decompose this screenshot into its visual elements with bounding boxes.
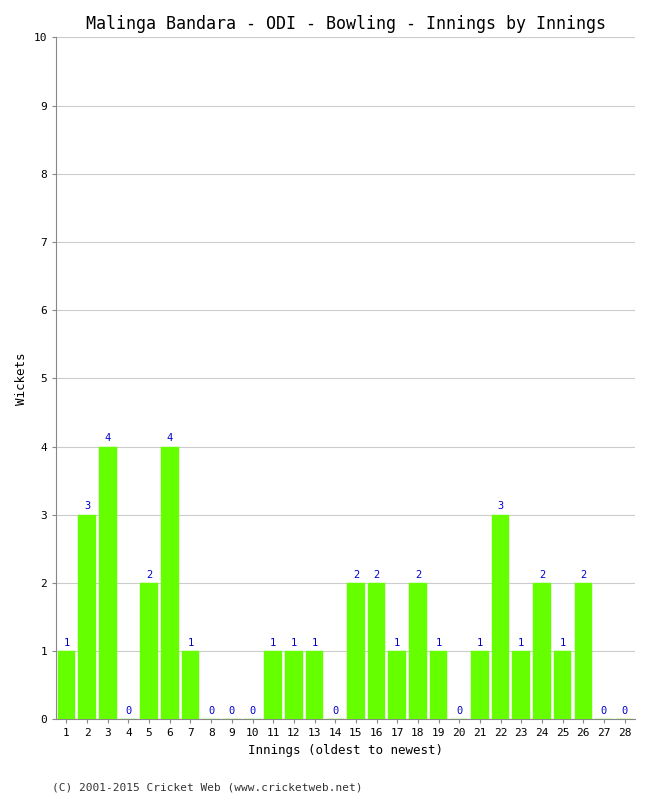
Bar [471,651,489,719]
Bar [285,651,303,719]
Text: 4: 4 [166,433,173,443]
Text: 3: 3 [497,502,504,511]
Text: (C) 2001-2015 Cricket Web (www.cricketweb.net): (C) 2001-2015 Cricket Web (www.cricketwe… [52,782,363,792]
Text: 1: 1 [270,638,276,648]
Bar [389,651,406,719]
Text: 3: 3 [84,502,90,511]
Bar [575,583,592,719]
Text: 2: 2 [146,570,152,579]
Bar [554,651,571,719]
Bar [161,446,179,719]
Text: 2: 2 [415,570,421,579]
Title: Malinga Bandara - ODI - Bowling - Innings by Innings: Malinga Bandara - ODI - Bowling - Inning… [86,15,606,33]
Bar [347,583,365,719]
Bar [265,651,282,719]
Text: 2: 2 [539,570,545,579]
Bar [99,446,116,719]
Text: 0: 0 [456,706,462,716]
Bar [492,514,510,719]
Text: 1: 1 [63,638,70,648]
Text: 0: 0 [208,706,214,716]
Text: 2: 2 [580,570,586,579]
Bar [409,583,426,719]
Text: 1: 1 [311,638,318,648]
Text: 0: 0 [229,706,235,716]
Y-axis label: Wickets: Wickets [15,352,28,405]
Bar [430,651,447,719]
Text: 4: 4 [105,433,111,443]
Text: 1: 1 [291,638,297,648]
Text: 0: 0 [332,706,339,716]
Text: 0: 0 [125,706,131,716]
Text: 0: 0 [621,706,628,716]
Text: 2: 2 [374,570,380,579]
Bar [58,651,75,719]
Text: 1: 1 [518,638,525,648]
Text: 0: 0 [601,706,607,716]
Bar [368,583,385,719]
Text: 1: 1 [477,638,483,648]
Text: 0: 0 [250,706,255,716]
Bar [78,514,96,719]
Bar [182,651,200,719]
Bar [512,651,530,719]
Text: 1: 1 [560,638,566,648]
X-axis label: Innings (oldest to newest): Innings (oldest to newest) [248,744,443,757]
Text: 1: 1 [436,638,442,648]
Bar [306,651,323,719]
Bar [140,583,158,719]
Text: 2: 2 [353,570,359,579]
Text: 1: 1 [394,638,400,648]
Text: 1: 1 [187,638,194,648]
Bar [533,583,551,719]
